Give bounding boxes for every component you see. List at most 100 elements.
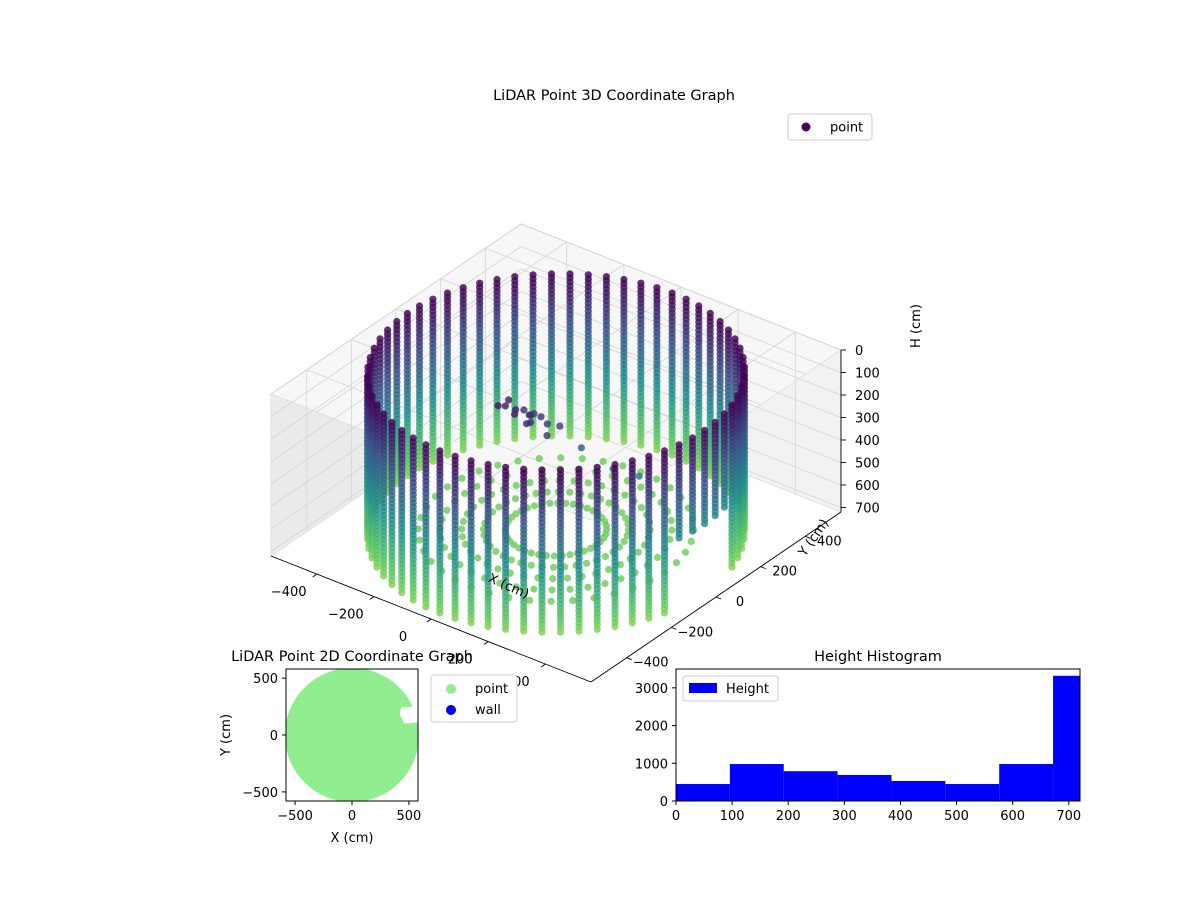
histogram-bar — [783, 771, 838, 801]
scatter-point-3d — [512, 481, 520, 490]
y-tick-label-3d: −400 — [633, 656, 669, 671]
scatter-point-3d — [535, 454, 543, 463]
scatter-point-3d — [422, 603, 430, 611]
x-tick-label-hist: 600 — [1000, 809, 1025, 824]
scatter-point-3d — [484, 622, 492, 631]
scatter-point-3d — [458, 525, 466, 533]
scatter-point-3d — [605, 499, 613, 507]
scatter-point-3d — [556, 628, 565, 636]
scatter-point-3d — [619, 462, 627, 470]
grid-line-z — [520, 223, 842, 351]
scatter-point-3d — [637, 441, 645, 449]
x-tick-3d — [483, 641, 489, 645]
histogram-bar — [676, 784, 730, 801]
z-tick-label-3d: 200 — [855, 389, 880, 404]
scatter-point-3d — [501, 402, 509, 410]
scatter-point-3d — [584, 433, 592, 441]
scatter-point-3d — [587, 492, 595, 500]
scatter-point-3d — [429, 457, 437, 465]
scatter-point-3d — [523, 420, 531, 428]
scatter-point-3d — [621, 491, 629, 499]
scatter-point-3d — [478, 496, 486, 504]
scatter-point-3d — [459, 517, 468, 526]
scatter-point-3d — [492, 547, 500, 556]
scatter-point-3d — [660, 609, 669, 617]
chart-3d-panes — [269, 223, 843, 557]
scatter-point-3d — [569, 500, 578, 508]
scatter-point-3d — [688, 527, 697, 535]
scatter-point-3d — [461, 489, 469, 498]
scatter-point-3d — [510, 410, 519, 418]
scatter-point-3d — [577, 444, 586, 452]
chart-2d-ylabel: Y (cm) — [219, 714, 234, 757]
grid-line-z — [520, 336, 842, 463]
chart-2d-title: LiDAR Point 2D Coordinate Graph — [231, 649, 473, 665]
z-tick-label-3d: 600 — [855, 479, 880, 494]
x-tick-label-3d: −200 — [328, 608, 364, 623]
scatter-point-3d — [569, 596, 577, 605]
legend-label-wall: wall — [475, 703, 501, 718]
scatter-point-3d — [549, 563, 558, 571]
scatter-point-3d — [620, 437, 628, 446]
y-tick-label-hist: 2000 — [635, 720, 668, 735]
scatter-point-3d — [461, 540, 469, 548]
x-tick-label-hist: 200 — [776, 809, 801, 824]
chart-hist-ticks: 0 100 200 300 400 500 600 700 0 1000 2000 3000 — [635, 682, 1081, 824]
chart-hist-bars — [676, 675, 1080, 801]
scatter-point-3d — [734, 554, 742, 562]
scatter-point-3d — [622, 514, 630, 522]
x-tick-label-2d: 0 — [348, 809, 356, 824]
scatter-point-3d — [668, 526, 676, 534]
legend-marker-wall — [446, 705, 456, 715]
opening-region-2d — [399, 706, 418, 724]
legend-marker-point-2d — [446, 684, 456, 694]
histogram-bar — [837, 774, 892, 801]
x-tick-label-3d: 0 — [399, 630, 407, 645]
scatter-point-3d — [620, 537, 628, 546]
scatter-point-3d — [532, 489, 540, 498]
scatter-point-3d — [415, 536, 423, 544]
scatter-point-3d — [637, 483, 645, 491]
scatter-point-3d — [611, 622, 619, 631]
scatter-point-3d — [502, 625, 510, 633]
z-tick-label-3d: 0 — [855, 344, 863, 359]
scatter-point-3d — [526, 596, 534, 604]
chart-2d-legend: point wall — [430, 674, 518, 723]
scatter-point-3d — [496, 579, 504, 587]
scatter-point-3d — [543, 420, 551, 428]
scatter-point-3d — [672, 559, 681, 567]
scatter-point-3d — [549, 575, 557, 583]
scatter-point-3d — [645, 614, 653, 622]
scatter-point-3d — [687, 537, 695, 546]
chart-2d-xlabel: X (cm) — [331, 831, 374, 846]
chart-hist-frame — [675, 668, 1081, 802]
chart-3d-legend: point — [787, 113, 873, 141]
chart-hist-legend: Height — [682, 675, 779, 702]
scatter-point-3d — [634, 548, 643, 556]
scatter-point-3d — [668, 451, 676, 459]
scatter-point-3d — [537, 413, 545, 421]
y-tick-label-hist: 3000 — [635, 682, 668, 697]
chart-3d-title: LiDAR Point 3D Coordinate Graph — [493, 88, 735, 104]
scatter-point-3d — [443, 483, 451, 491]
scatter-point-3d — [681, 548, 690, 556]
scatter-point-3d — [728, 563, 736, 571]
scatter-point-3d — [473, 482, 481, 490]
scatter-point-3d — [458, 474, 466, 482]
x-tick-label-2d: 500 — [396, 809, 421, 824]
legend-label-point-2d: point — [475, 682, 508, 697]
x-tick-3d — [541, 663, 546, 668]
histogram-bar — [1053, 675, 1080, 801]
scatter-point-3d — [601, 552, 610, 561]
y-tick-label-hist: 0 — [660, 795, 668, 810]
chart-3d-points — [363, 270, 749, 636]
scatter-point-3d — [494, 402, 502, 410]
scatter-point-3d — [398, 589, 406, 597]
x-tick-label-hist: 100 — [720, 809, 745, 824]
chart-hist-title: Height Histogram — [814, 649, 942, 665]
histogram-bar — [891, 781, 946, 801]
y-tick-3d — [671, 626, 677, 630]
scatter-point-3d — [476, 441, 484, 449]
legend-marker-point — [801, 122, 811, 132]
